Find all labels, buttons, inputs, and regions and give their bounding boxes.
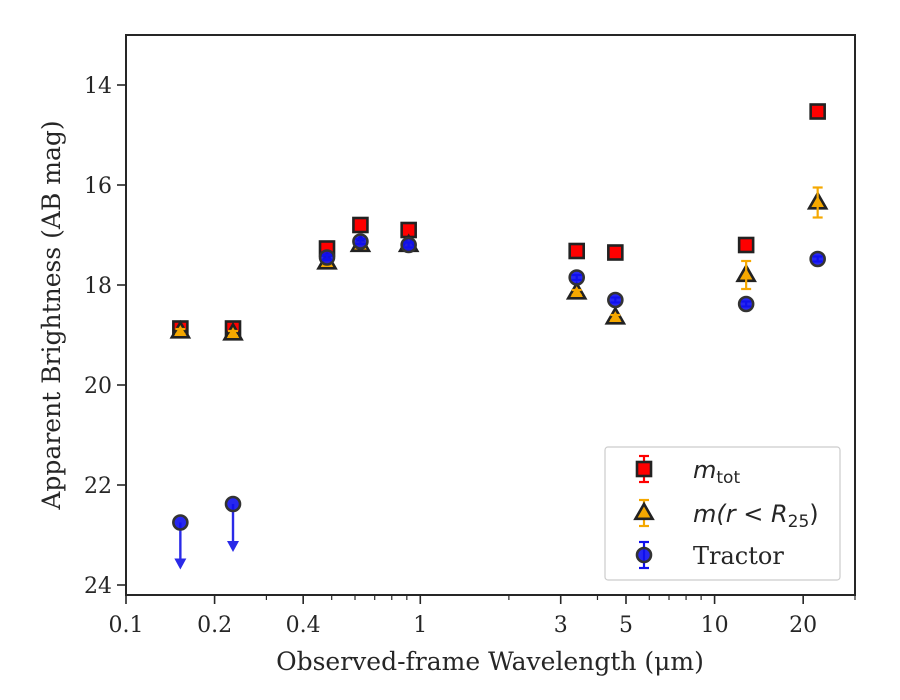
y-tick-label: 20 xyxy=(84,374,112,399)
x-tick-label: 10 xyxy=(701,613,729,638)
x-tick-label: 1 xyxy=(413,613,427,638)
y-axis-ticks: 14 16 18 20 22 24 xyxy=(84,74,126,599)
data-point xyxy=(169,319,192,339)
upper-limit-arrow xyxy=(174,558,187,570)
data-point xyxy=(568,269,586,286)
data-point xyxy=(809,250,826,268)
x-tick-label: 20 xyxy=(789,613,817,638)
data-point xyxy=(607,244,624,261)
x-tick-label: 0.4 xyxy=(286,613,321,638)
legend-label: mtot xyxy=(693,456,740,488)
legend-box xyxy=(604,446,841,581)
series-triangle xyxy=(169,186,829,341)
y-tick-label: 18 xyxy=(84,274,112,299)
data-point xyxy=(737,295,755,313)
y-axis-label: Apparent Brightness (AB mag) xyxy=(37,120,66,510)
data-point xyxy=(352,216,369,234)
data-point xyxy=(604,305,627,325)
x-axis-ticks: 0.1 0.2 0.4 1 3 5 10 20 xyxy=(109,595,856,638)
data-point xyxy=(735,259,757,291)
y-tick-label: 14 xyxy=(84,74,112,99)
data-point xyxy=(400,236,417,254)
data-point xyxy=(809,103,826,120)
y-tick-label: 24 xyxy=(84,574,112,599)
legend-entry: mtot xyxy=(635,454,740,488)
legend-entry: m(r < R25) xyxy=(633,498,819,532)
circle-marker xyxy=(224,495,242,513)
circle-marker xyxy=(172,514,189,531)
legend-label: Tractor xyxy=(693,542,784,570)
y-tick-label: 16 xyxy=(84,174,112,199)
square-marker xyxy=(635,460,653,478)
data-marks xyxy=(169,103,829,570)
x-axis-label: Observed-frame Wavelength (μm) xyxy=(276,647,704,676)
plot-frame xyxy=(125,34,856,596)
legend-label: m(r < R25) xyxy=(693,500,819,532)
upper-limit-arrow xyxy=(227,541,240,552)
data-point xyxy=(737,236,755,254)
legend: mtot m(r < R25) Tractor xyxy=(604,446,841,581)
data-point xyxy=(224,495,242,552)
data-point xyxy=(568,242,586,260)
data-point xyxy=(607,291,624,309)
series-circle xyxy=(172,233,826,570)
x-tick-label: 5 xyxy=(619,613,633,638)
x-tick-label: 0.1 xyxy=(109,613,144,638)
data-point xyxy=(172,514,189,570)
triangle-marker xyxy=(633,501,655,521)
series-square xyxy=(172,103,826,337)
data-point xyxy=(222,321,244,341)
x-tick-label: 3 xyxy=(554,613,568,638)
circle-marker xyxy=(635,546,653,564)
y-tick-label: 22 xyxy=(84,474,112,499)
data-point xyxy=(806,186,829,219)
data-point xyxy=(352,233,369,250)
data-point xyxy=(318,249,336,266)
legend-entry: Tractor xyxy=(635,540,784,570)
data-point xyxy=(565,280,588,300)
x-tick-label: 0.2 xyxy=(197,613,232,638)
